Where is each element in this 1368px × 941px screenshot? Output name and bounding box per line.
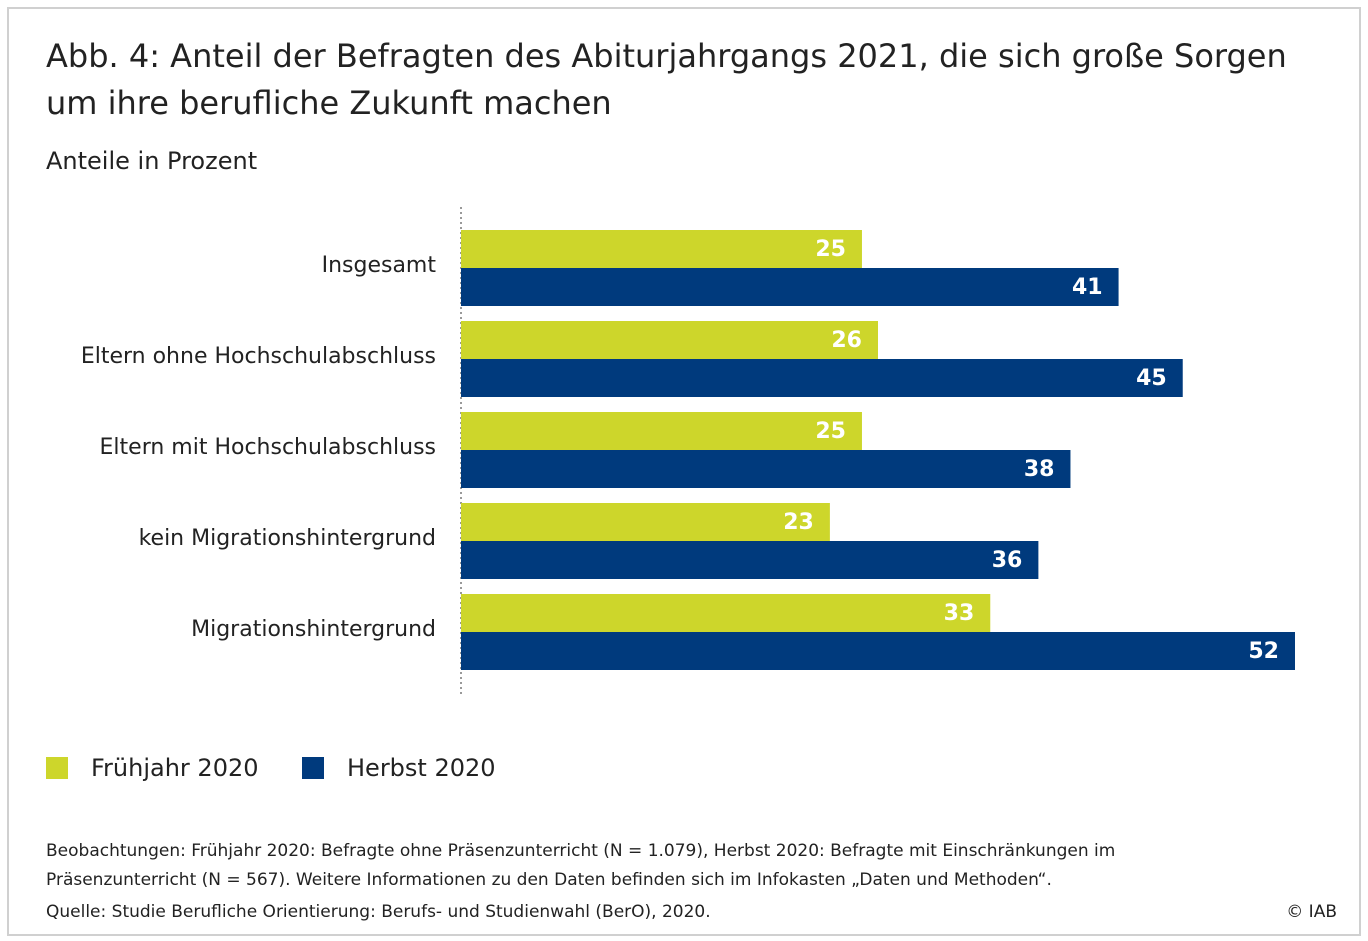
value-label: 26 [831,328,862,353]
bar [461,359,1183,397]
bar [461,230,862,268]
value-label: 41 [1072,275,1103,300]
category-label: Eltern mit Hochschulabschluss [100,435,436,460]
source: Quelle: Studie Berufliche Orientierung: … [46,902,711,922]
category-label: kein Migrationshintergrund [139,526,436,551]
footnote: Beobachtungen: Frühjahr 2020: Befragte o… [46,841,1115,861]
bar [461,412,862,450]
value-label: 25 [815,419,846,444]
legend-swatch [46,757,68,779]
category-label: Migrationshintergrund [191,617,436,642]
copyright: © IAB [1286,902,1337,922]
value-label: 23 [783,510,814,535]
value-label: 36 [992,548,1023,573]
value-label: 45 [1136,366,1167,391]
bar [461,268,1119,306]
bar [461,632,1295,670]
category-label: Insgesamt [322,253,437,278]
chart-title: um ihre berufliche Zukunft machen [46,84,612,122]
footnote: Präsenzunterricht (N = 567). Weitere Inf… [46,870,1052,890]
bar [461,450,1071,488]
chart-subtitle: Anteile in Prozent [46,147,257,175]
bar [461,503,830,541]
chart-title: Abb. 4: Anteil der Befragten des Abiturj… [46,37,1287,75]
legend-swatch [302,757,324,779]
bar [461,594,991,632]
category-label: Eltern ohne Hochschulabschluss [81,344,436,369]
value-label: 25 [815,237,846,262]
bar [461,541,1039,579]
value-label: 52 [1248,639,1279,664]
bar [461,321,878,359]
legend-label: Herbst 2020 [347,754,496,782]
value-label: 33 [944,601,975,626]
legend-label: Frühjahr 2020 [91,754,259,782]
value-label: 38 [1024,457,1055,482]
